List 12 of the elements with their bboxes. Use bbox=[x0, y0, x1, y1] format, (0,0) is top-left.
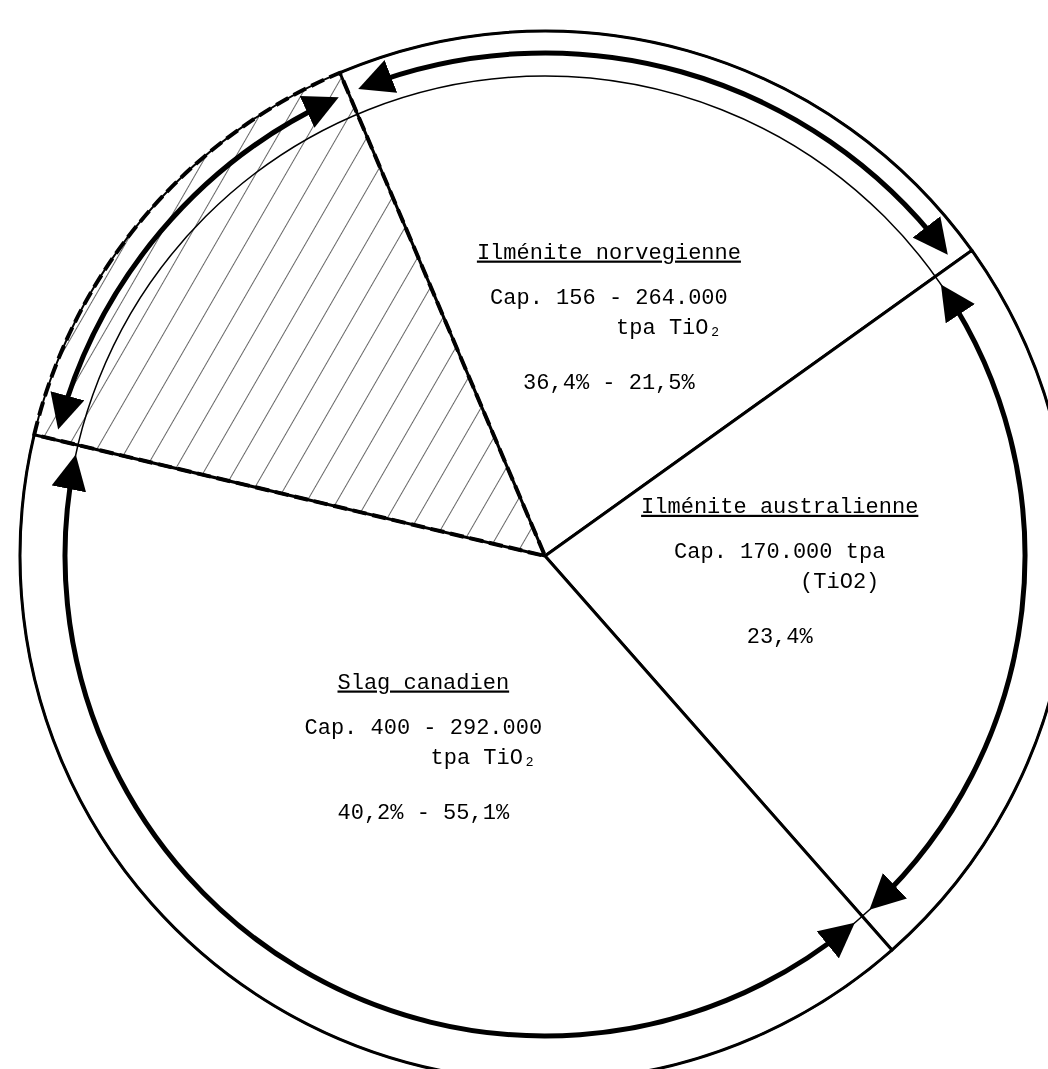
text: Cap. 170.000 tpa bbox=[674, 539, 886, 565]
text: 36,4% - 21,5% bbox=[523, 370, 696, 396]
text: Cap. 400 - 292.000 bbox=[304, 715, 543, 741]
text: tpa TiO₂ bbox=[430, 745, 537, 771]
text: (TiO2) bbox=[800, 569, 880, 595]
text: 23,4% bbox=[746, 624, 814, 650]
text: Cap. 156 - 264.000 bbox=[490, 285, 728, 311]
slice-label: Ilménite norvegienne bbox=[476, 240, 741, 266]
text: 40,2% - 55,1% bbox=[337, 800, 510, 826]
text: tpa TiO₂ bbox=[616, 315, 722, 341]
slice-label: Slag canadien bbox=[337, 670, 510, 696]
slice-label: Ilménite australienne bbox=[641, 494, 919, 520]
